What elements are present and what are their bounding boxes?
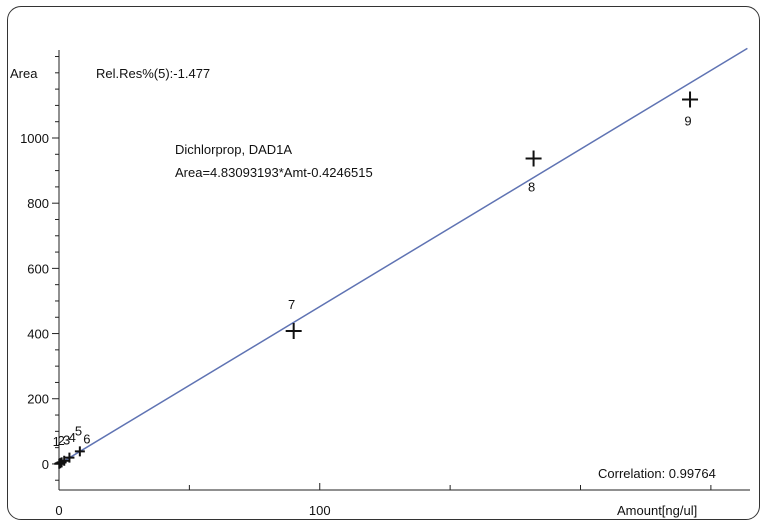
x-ticks: 0 100 xyxy=(55,483,712,518)
data-point-marker xyxy=(682,91,699,108)
y-axis-title: Area xyxy=(10,66,38,81)
rel-res-annotation: Rel.Res%(5):-1.477 xyxy=(96,66,210,81)
data-point-label: 6 xyxy=(83,431,90,446)
correlation-annotation: Correlation: 0.99764 xyxy=(598,466,716,481)
y-tick-label: 1000 xyxy=(20,131,49,146)
data-point-label: 2 xyxy=(58,433,65,448)
data-point-label: 4 xyxy=(69,430,76,445)
y-tick-label: 0 xyxy=(42,457,49,472)
data-point-marker xyxy=(74,446,85,457)
y-ticks: 0 200 400 600 800 1000 xyxy=(20,56,59,481)
data-point-marker xyxy=(525,150,542,167)
equation-annotation: Area=4.83093193*Amt-0.4246515 xyxy=(175,165,373,180)
data-point-marker xyxy=(64,452,75,463)
y-tick-label: 600 xyxy=(27,261,49,276)
data-point-marker xyxy=(285,322,302,339)
x-axis-title: Amount[ng/ul] xyxy=(617,503,697,518)
y-tick-label: 800 xyxy=(27,196,49,211)
axes xyxy=(58,50,750,491)
data-point-label: 9 xyxy=(684,114,691,129)
chart-frame xyxy=(7,6,760,520)
data-point-label: 3 xyxy=(63,432,70,447)
y-tick-label: 400 xyxy=(27,327,49,342)
x-tick-label: 100 xyxy=(309,503,331,518)
y-tick-label: 200 xyxy=(27,392,49,407)
data-point-label: 1 xyxy=(53,434,60,449)
data-point-label: 7 xyxy=(288,297,295,312)
data-point-label: 5 xyxy=(75,424,82,439)
data-point-marker xyxy=(59,455,70,466)
chart-title: Dichlorprop, DAD1A xyxy=(175,142,292,157)
x-tick-label: 0 xyxy=(55,503,62,518)
data-point-label: 8 xyxy=(528,180,535,195)
fit-line xyxy=(58,47,748,465)
